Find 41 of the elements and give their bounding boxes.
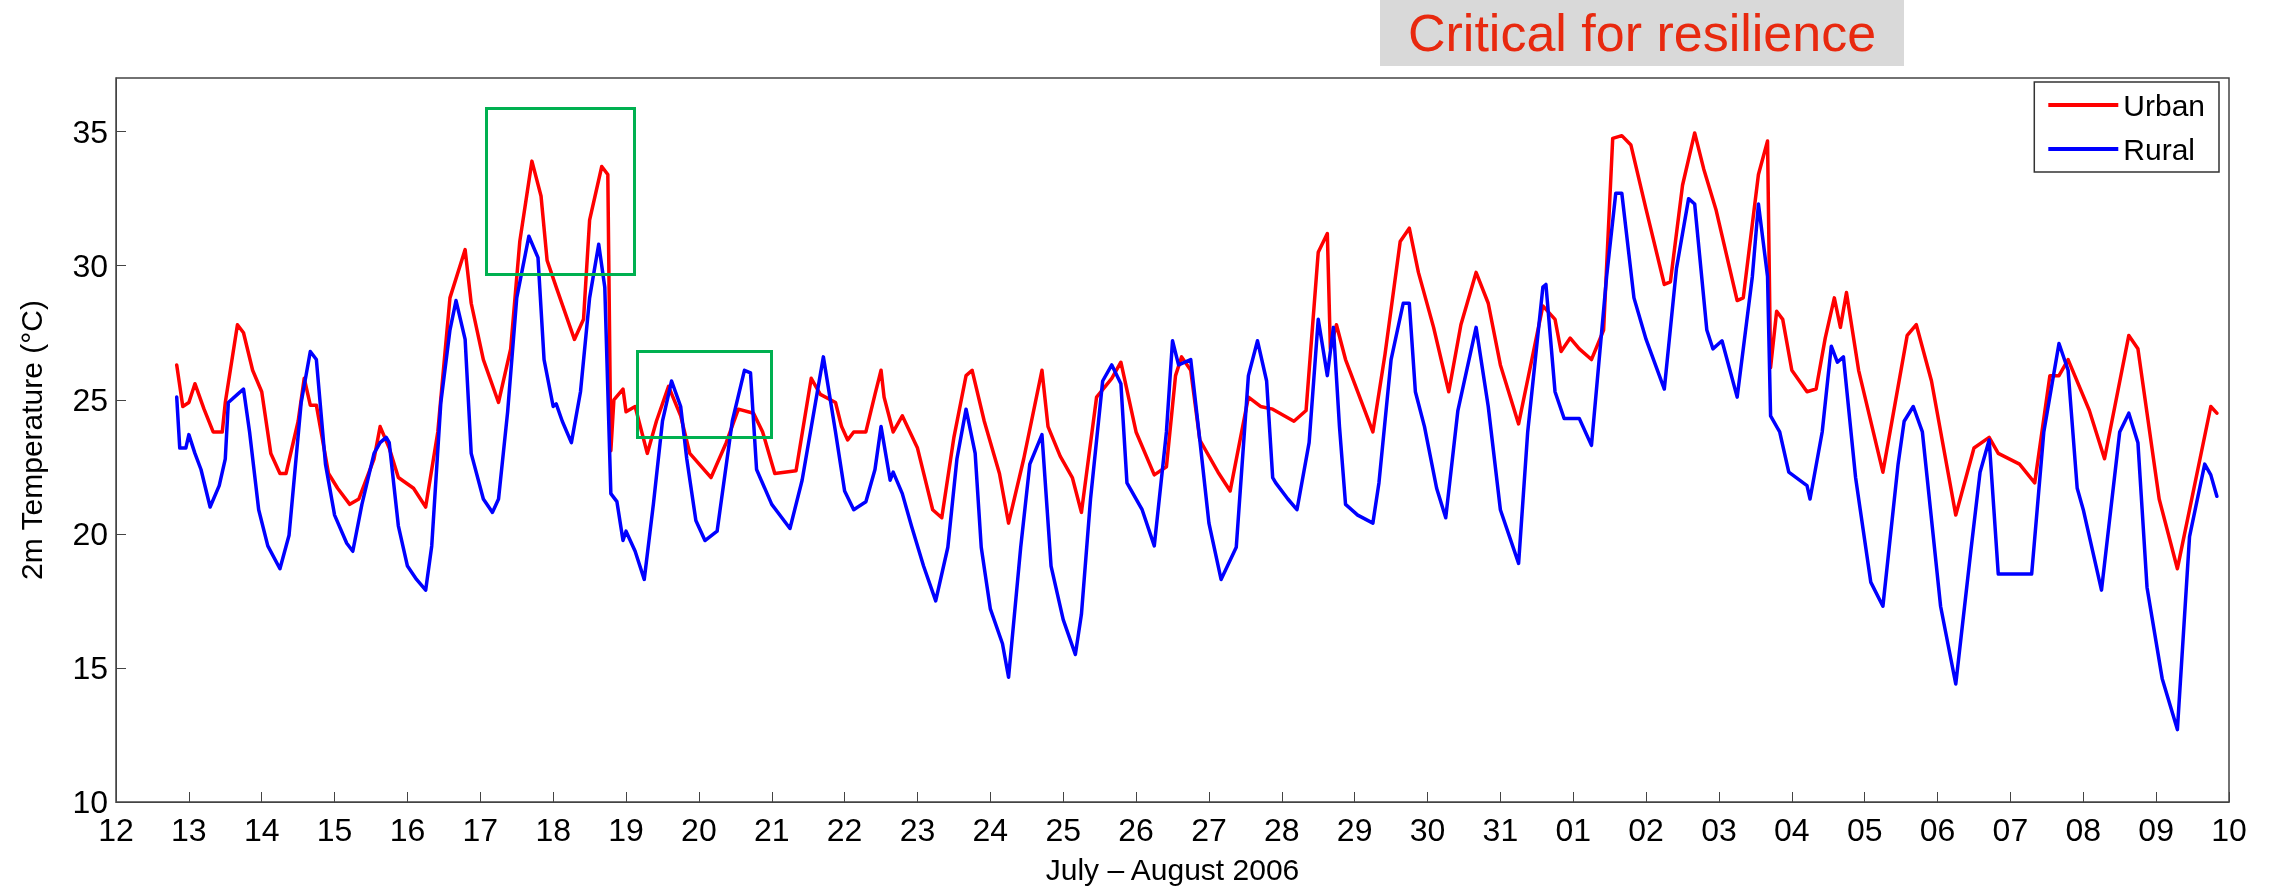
x-tick-label: 03 [1701, 812, 1737, 848]
x-tick-label: 19 [608, 812, 644, 848]
text: Critical for resilience [1380, 0, 1905, 66]
y-tick-label: 15 [72, 649, 108, 686]
y-axis-title: 2m Temperature (°C) [14, 300, 48, 580]
x-tick-label: 30 [1409, 812, 1446, 848]
x-tick-label: 01 [1555, 812, 1592, 848]
x-tick-label: 29 [1336, 812, 1373, 848]
y-tick-label: 20 [72, 515, 108, 552]
x-tick-label: 20 [681, 812, 717, 848]
x-tick-label: 05 [1846, 812, 1883, 848]
x-tick-label: 16 [389, 812, 426, 848]
x-tick-label: 22 [826, 812, 863, 848]
x-tick-label: 14 [243, 812, 280, 848]
legend-label: Urban [2123, 88, 2206, 122]
x-tick-label: 13 [171, 812, 207, 848]
x-tick-label: 06 [1919, 812, 1956, 848]
legend-label: Rural [2123, 132, 2195, 166]
y-tick-label: 25 [72, 381, 108, 418]
x-tick-label: 17 [462, 812, 499, 848]
x-tick-label: 23 [899, 812, 936, 848]
y-tick-label: 35 [72, 113, 108, 150]
x-tick-label: 25 [1045, 812, 1081, 848]
x-tick-label: 02 [1628, 812, 1664, 848]
line-series [174, 191, 2219, 732]
x-tick-label: 28 [1264, 812, 1300, 848]
x-tick-label: 08 [2065, 812, 2102, 848]
x-tick-label: 27 [1191, 812, 1227, 848]
x-tick-label: 26 [1118, 812, 1154, 848]
y-tick-label: 30 [72, 247, 108, 284]
x-tick-label: 15 [316, 812, 353, 848]
x-tick-label: 24 [972, 812, 1009, 848]
line-series [174, 131, 2219, 571]
x-tick-label: 31 [1482, 812, 1519, 848]
x-tick-label: 04 [1774, 812, 1810, 848]
x-tick-label: 09 [2138, 812, 2174, 848]
x-tick-label: 21 [753, 812, 790, 848]
x-tick-label: 07 [1992, 812, 2029, 848]
x-axis-title: July – August 2006 [1045, 852, 1300, 886]
x-tick-label: 18 [535, 812, 571, 848]
x-tick-label: 10 [2211, 812, 2247, 848]
